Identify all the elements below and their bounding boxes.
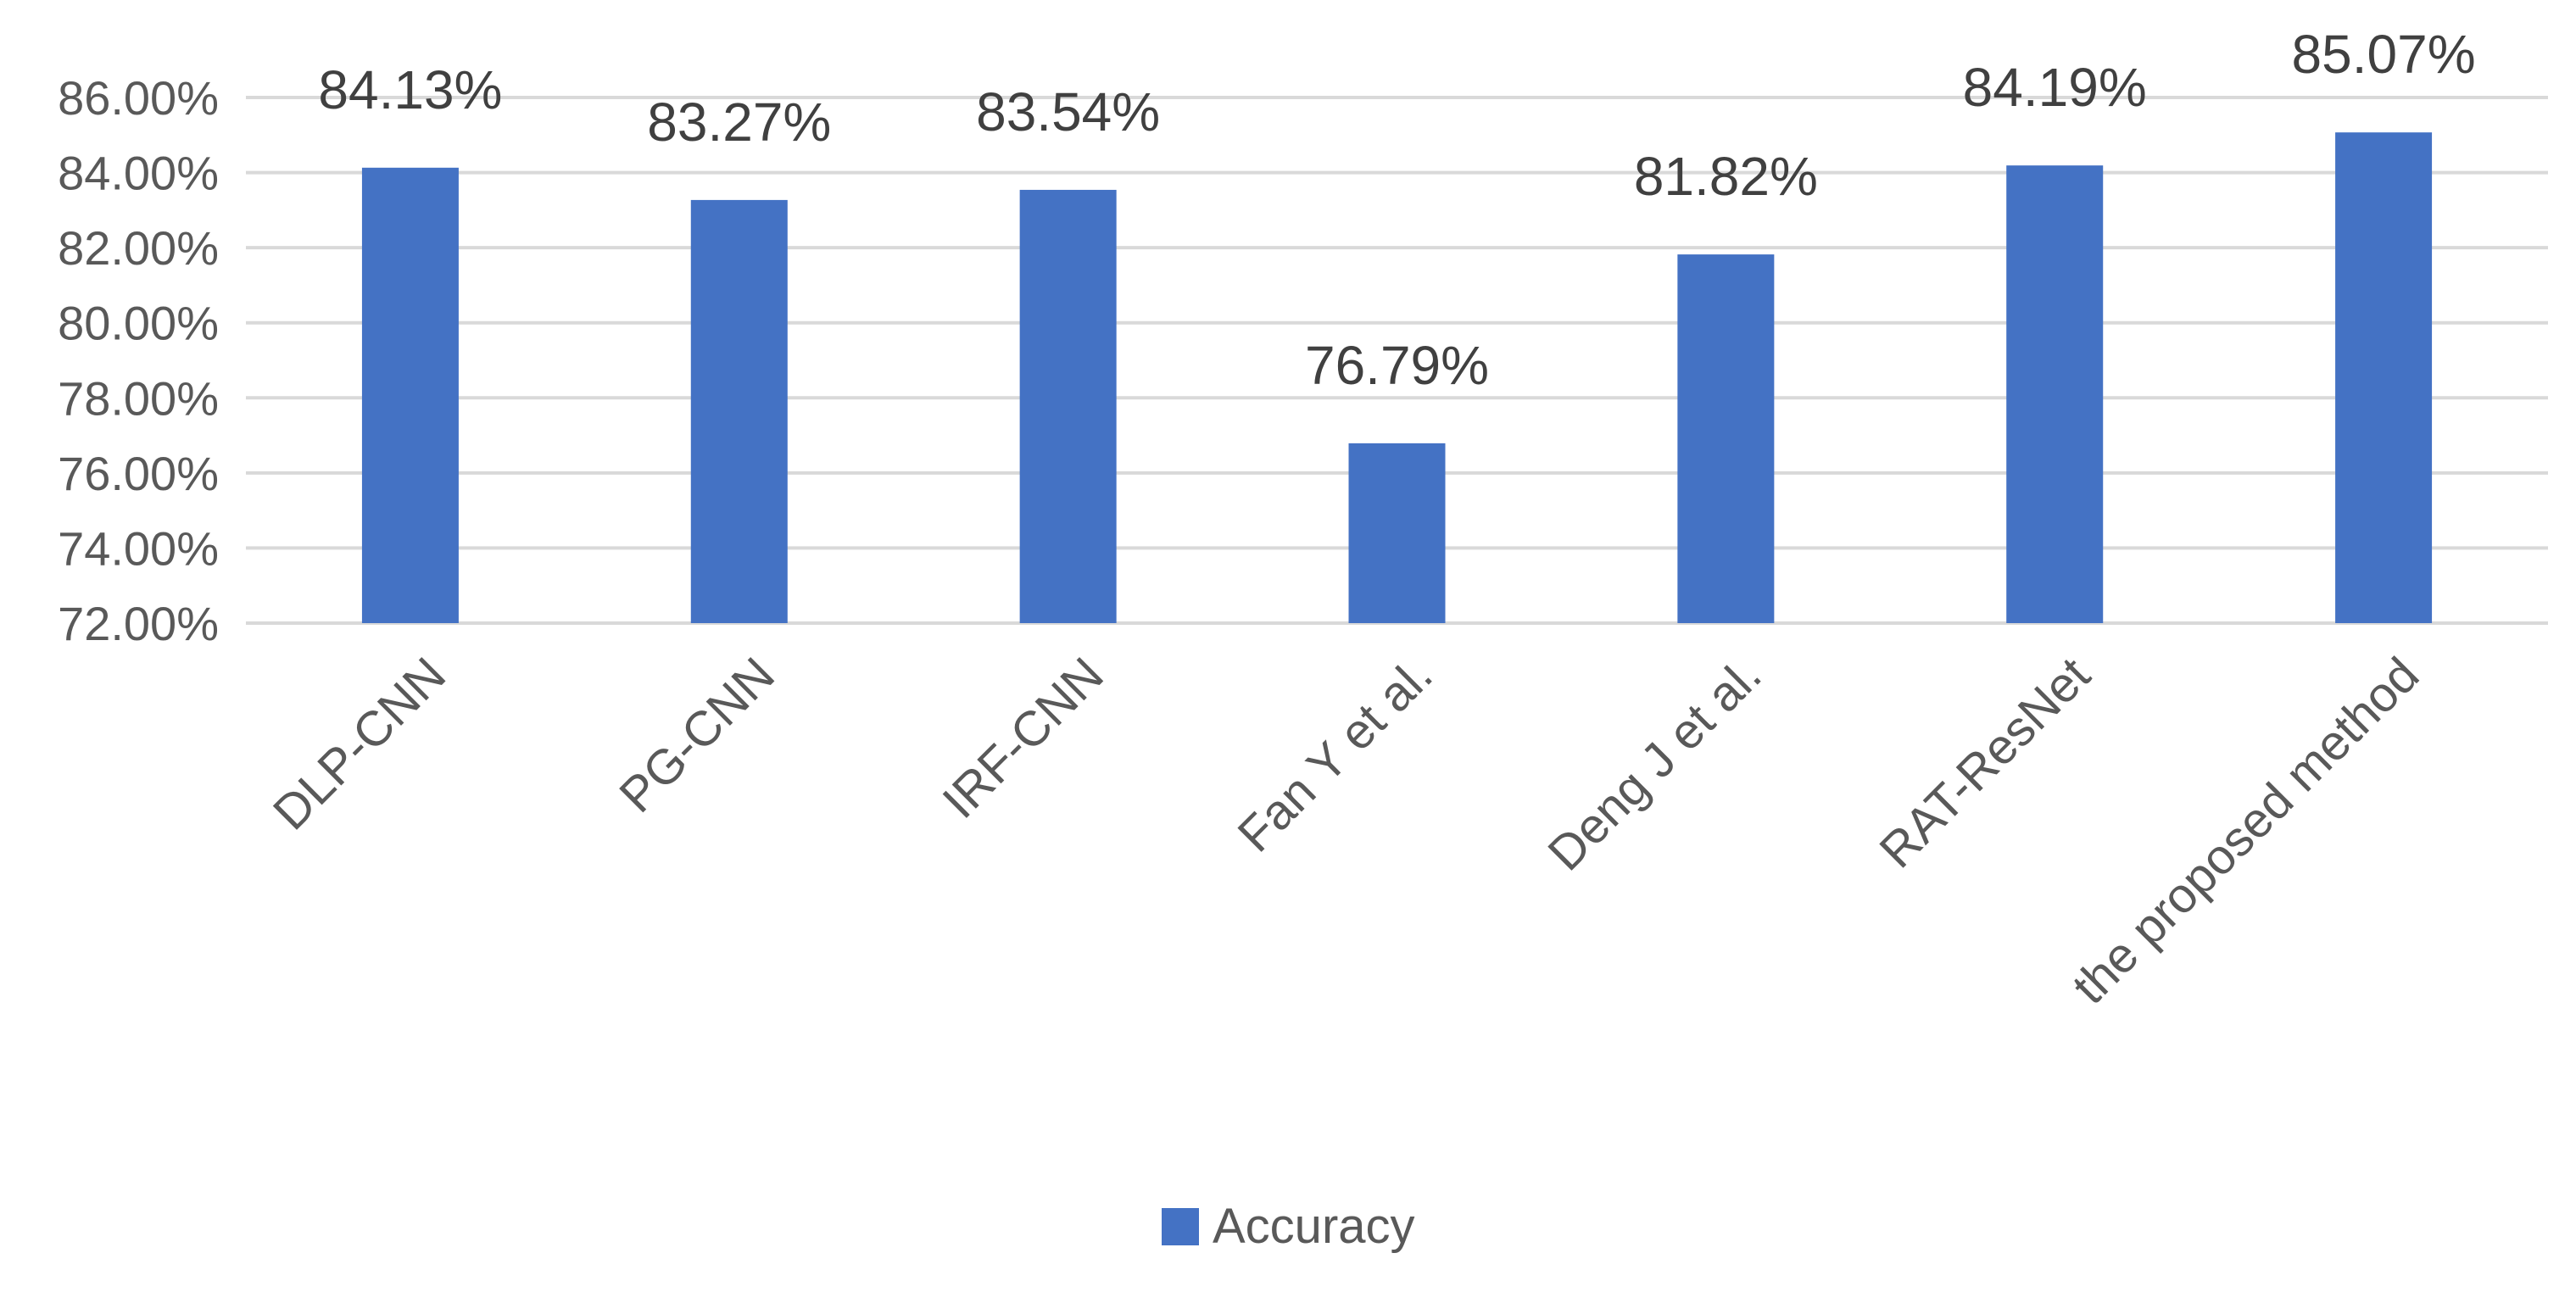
x-axis-category-labels: DLP-CNN PG-CNN IRF-CNN Fan Y et al. Deng J e… <box>263 647 2429 1015</box>
y-tick-label: 72.00% <box>58 597 219 650</box>
y-tick-label: 80.00% <box>58 297 219 350</box>
data-label: 76.79% <box>1305 335 1489 396</box>
bar <box>1348 443 1446 623</box>
x-category-label: Fan Y et al. <box>1227 647 1442 862</box>
y-axis-tick-labels: 72.00% 74.00% 76.00% 78.00% 80.00% 82.00% 84.0… <box>58 71 219 650</box>
y-tick-label: 82.00% <box>58 221 219 275</box>
data-label: 83.27% <box>647 92 831 153</box>
y-tick-label: 78.00% <box>58 371 219 425</box>
x-category-label: RAT-ResNet <box>1869 647 2100 878</box>
legend: Accuracy <box>1162 1199 1415 1254</box>
bars <box>361 132 2433 624</box>
data-labels: 84.13% 83.27% 83.54% 76.79% 81.82% 84.19% 85.0… <box>318 24 2475 396</box>
y-tick-label: 86.00% <box>58 71 219 125</box>
bar <box>690 199 788 623</box>
bar <box>2335 132 2433 623</box>
x-category-label: Deng J et al. <box>1537 647 1771 881</box>
bar <box>1677 254 1775 623</box>
data-label: 85.07% <box>2292 24 2476 85</box>
bar <box>1019 189 1117 623</box>
data-label: 83.54% <box>976 81 1160 142</box>
bar <box>2006 165 2104 623</box>
y-tick-label: 74.00% <box>58 521 219 575</box>
x-category-label: the proposed method <box>2062 647 2430 1015</box>
x-category-label: PG-CNN <box>609 647 785 823</box>
x-category-label: DLP-CNN <box>263 647 456 840</box>
x-category-label: IRF-CNN <box>932 647 1114 829</box>
legend-swatch-accuracy <box>1162 1208 1199 1245</box>
legend-label-accuracy: Accuracy <box>1213 1199 1415 1254</box>
y-tick-label: 76.00% <box>58 447 219 500</box>
data-label: 81.82% <box>1634 146 1818 207</box>
data-label: 84.13% <box>318 59 502 120</box>
data-label: 84.19% <box>1963 57 2147 118</box>
y-tick-label: 84.00% <box>58 147 219 200</box>
bar <box>361 167 459 624</box>
